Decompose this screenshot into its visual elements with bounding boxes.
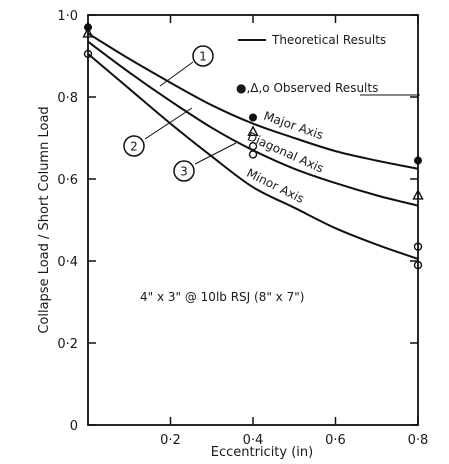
observed-point-open-circle (248, 141, 258, 151)
section-annotation: 4" x 3" @ 10lb RSJ (8" x 7") (140, 290, 304, 304)
x-tick-label: 0·4 (243, 433, 264, 448)
y-tick-label: 0·4 (57, 255, 78, 270)
callout-circle (192, 45, 214, 67)
observed-point-open-circle (413, 242, 423, 251)
observed-point-filled-circle (414, 156, 422, 165)
theoretical-curve (87, 32, 419, 170)
legend: Theoretical Results ●,Δ,o Observed Resul… (236, 33, 420, 96)
x-axis-title: Eccentricity (in) (211, 445, 313, 460)
callout-leader-line (144, 107, 193, 140)
observed-point-triangle (82, 26, 94, 38)
callout-number: 1 (199, 50, 207, 64)
callout-leader-line (194, 142, 237, 165)
callout-number: 3 (180, 165, 188, 179)
observed-point-open-circle (83, 49, 93, 59)
observed-point-triangle (247, 125, 259, 137)
observed-point-open-circle (413, 260, 423, 270)
y-tick-label: 0·2 (57, 337, 78, 352)
y-tick-label: 0·8 (57, 91, 78, 106)
y-tick-label: 0·6 (57, 173, 78, 188)
legend-observed-label: ●,Δ,o Observed Results (236, 81, 378, 95)
legend-theoretical-label: Theoretical Results (271, 33, 386, 47)
x-tick-label: 0·2 (160, 433, 181, 448)
callout-circle (173, 160, 195, 182)
observed-point-open-circle (248, 150, 258, 159)
observed-point-filled-circle (249, 113, 257, 122)
y-tick-label: 1·0 (57, 9, 78, 24)
callout-leader-line (159, 61, 194, 87)
x-tick-label: 0·8 (408, 433, 429, 448)
observed-point-triangle (412, 188, 424, 200)
callout-circle (123, 135, 145, 157)
y-tick-label: 0 (70, 419, 78, 434)
x-tick-label: 0·6 (325, 433, 346, 448)
axis-ticks: 0 0·2 0·4 0·6 0·8 1·0 0·2 0·4 0·6 0·8 (57, 9, 428, 448)
plot-frame (87, 14, 419, 426)
theoretical-curve (87, 53, 419, 260)
callout-number: 2 (130, 140, 138, 154)
observed-markers (82, 23, 424, 270)
y-axis-title: Collapse Load / Short Column Load (37, 106, 52, 333)
